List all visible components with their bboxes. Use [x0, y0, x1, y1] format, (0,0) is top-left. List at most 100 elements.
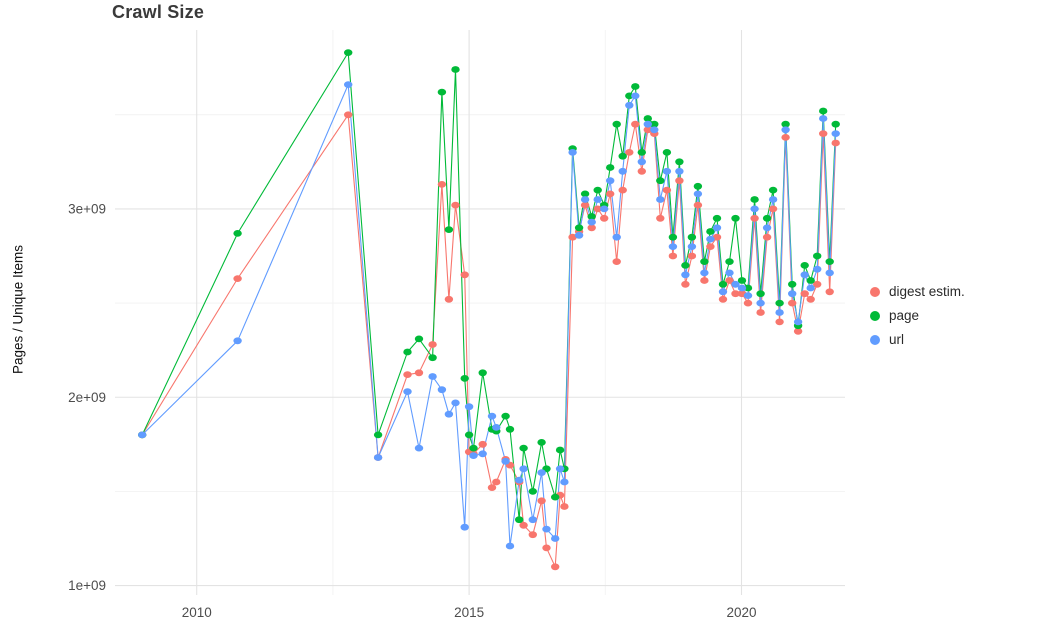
data-point-digest-estim [542, 544, 551, 552]
legend-label-digest-estim: digest estim. [889, 284, 965, 299]
data-point-url [768, 196, 778, 203]
data-point-page [580, 190, 590, 198]
data-point-digest-estim [750, 214, 759, 222]
data-point-url [668, 243, 678, 251]
legend-label-url: url [889, 332, 905, 347]
data-point-url [505, 542, 515, 550]
data-point-page [743, 284, 753, 292]
data-point-digest-estim [551, 563, 560, 571]
data-point-digest-estim [587, 224, 596, 232]
data-point-page [574, 224, 584, 232]
data-point-url [560, 478, 569, 486]
data-point-digest-estim [606, 190, 615, 198]
data-point-digest-estim [593, 205, 602, 213]
data-point-digest-estim [437, 181, 447, 188]
data-point-url [587, 218, 596, 226]
data-point-url [568, 149, 577, 156]
data-point-page [718, 280, 728, 288]
data-point-url [469, 452, 478, 459]
data-point-url [819, 115, 828, 122]
data-point-page [706, 228, 715, 235]
data-point-digest-estim [700, 277, 709, 284]
data-point-page [750, 196, 759, 203]
data-point-digest-estim [612, 258, 621, 265]
data-point-page [681, 262, 690, 269]
data-point-url [515, 476, 524, 484]
data-point-page [631, 83, 640, 90]
data-point-digest-estim [675, 177, 684, 185]
data-point-page [687, 233, 697, 241]
data-point-url [693, 190, 703, 198]
data-point-url [487, 412, 497, 420]
data-point-url [138, 431, 147, 439]
data-point-url [756, 299, 765, 307]
data-point-digest-estim [781, 134, 790, 141]
data-point-page [712, 214, 722, 222]
data-point-url [464, 403, 474, 411]
data-point-url [662, 167, 672, 175]
x-axis-tick-label: 2020 [726, 605, 756, 620]
data-point-page [662, 149, 672, 156]
data-point-url [625, 101, 634, 109]
data-point-digest-estim [643, 126, 652, 134]
data-point-page [593, 186, 602, 194]
y-axis-tick-label: 1e+09 [68, 578, 106, 593]
series-line-digest-estim [141, 114, 837, 568]
data-point-digest-estim [681, 280, 690, 288]
data-point-url [631, 92, 640, 100]
data-point-url [414, 444, 424, 452]
data-point-url [762, 224, 772, 232]
legend-swatch-digest-estim [870, 286, 880, 297]
data-point-url [344, 81, 353, 88]
data-point-page [762, 214, 772, 222]
data-point-page [233, 230, 242, 237]
data-point-url [580, 196, 590, 203]
data-point-digest-estim [451, 201, 460, 209]
data-point-page [637, 149, 646, 156]
data-point-url [460, 523, 469, 531]
data-point-page [478, 369, 487, 377]
data-point-page [505, 425, 515, 433]
data-point-digest-estim [725, 277, 734, 284]
data-point-page [519, 444, 528, 452]
data-point-url [542, 525, 551, 533]
data-point-digest-estim [631, 120, 640, 128]
data-point-page [693, 182, 703, 190]
data-point-url [637, 158, 646, 166]
data-point-page [788, 280, 797, 288]
data-point-digest-estim [428, 341, 437, 348]
data-point-url [681, 271, 690, 279]
data-point-digest-estim [693, 201, 703, 209]
legend: digest estim. page url [870, 283, 965, 348]
data-point-url [700, 269, 709, 277]
data-point-url [428, 373, 437, 380]
data-point-url [781, 126, 790, 134]
data-point-url [712, 224, 722, 232]
data-point-digest-estim [519, 521, 528, 529]
data-point-url [643, 120, 652, 128]
data-point-page [675, 158, 684, 166]
data-point-page [725, 258, 734, 265]
data-point-page [819, 107, 828, 115]
data-point-url [233, 337, 242, 345]
data-point-page [650, 120, 659, 128]
data-point-page [403, 348, 412, 356]
data-point-page [756, 290, 765, 298]
data-point-url [750, 205, 759, 213]
legend-item-digest-estim: digest estim. [870, 283, 965, 300]
data-point-page [464, 431, 474, 439]
data-point-url [737, 284, 747, 292]
data-point-url [600, 205, 609, 213]
data-point-digest-estim [600, 214, 609, 222]
data-point-url [555, 465, 565, 473]
data-point-page [768, 186, 778, 194]
data-point-page [656, 177, 665, 185]
data-point-page [373, 431, 383, 439]
data-point-page [428, 354, 437, 362]
data-point-digest-estim [793, 327, 803, 335]
data-point-digest-estim [687, 252, 697, 260]
data-point-page [460, 375, 469, 382]
data-point-url [725, 269, 734, 277]
data-point-digest-estim [788, 299, 797, 307]
data-point-digest-estim [492, 478, 501, 486]
